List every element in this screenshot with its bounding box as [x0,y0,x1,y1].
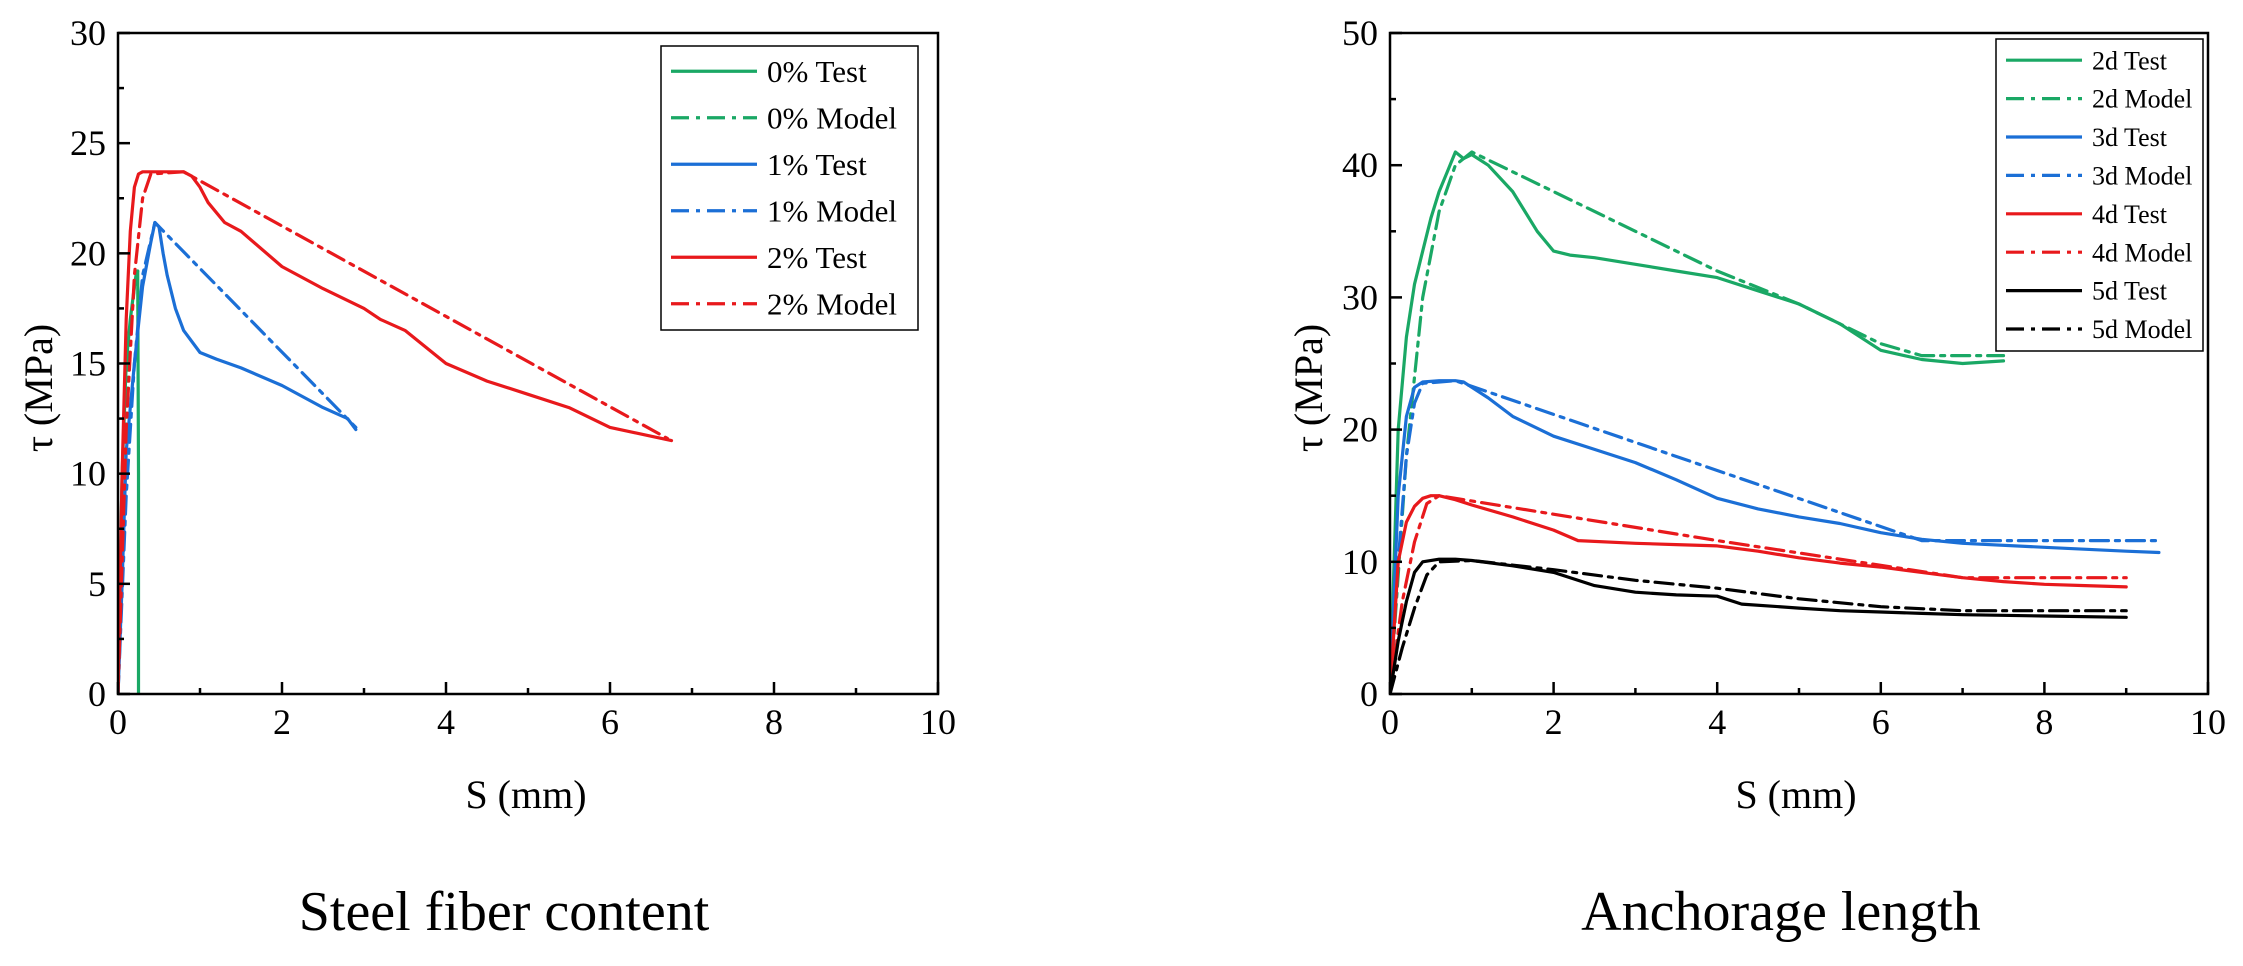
chart2-series-group [1390,150,2161,694]
chart1-y-tick-label: 15 [70,344,106,384]
chart2-y-tick-label: 50 [1342,13,1378,53]
chart2-x-axis-title: S (mm) [1735,772,1856,817]
chart2-x-tick-label: 8 [2035,702,2053,742]
chart1-legend-label: 2% Test [767,240,867,275]
chart1-series-1-model [118,220,358,694]
chart1-plot-clip-root [118,170,674,694]
chart1-legend-label: 1% Test [767,147,867,182]
chart2-plot-clip-root [1390,150,2161,694]
chart2-legend-label: 2d Model [2092,85,2192,114]
chart2-caption: Anchorage length [1581,881,1981,943]
chart1-series-group [118,170,674,694]
chart1-legend-label: 0% Model [767,101,897,136]
chart1-y-tick-label: 20 [70,233,106,273]
chart2-legend-label: 5d Model [2092,315,2192,344]
chart2-y-tick-label: 40 [1342,145,1378,185]
chart1-x-tick-label: 10 [920,702,956,742]
chart1-legend-label: 1% Model [767,194,897,229]
chart2-series-4d-model [1390,494,2128,694]
chart2-series-4d-test [1390,494,2128,694]
chart2-y-tick-label: 20 [1342,410,1378,450]
chart2-axes: 0 2 4 6 8 10 0 10 20 30 40 50 [1342,13,2226,742]
chart2-x-tick-label: 4 [1708,702,1726,742]
chart1-y-tick-label: 0 [88,674,106,714]
chart2-x-tick-label: 2 [1545,702,1563,742]
chart2-legend-label: 3d Model [2092,162,2192,191]
chart2-y-axis-title: τ (MPa) [1286,324,1331,452]
chart2-x-tick-label: 6 [1872,702,1890,742]
chart2-legend: 2d Test 2d Model 3d Test 3d Model 4d Test 4d … [1995,38,2204,352]
chart1-y-tick-label: 5 [88,564,106,604]
chart2-series-5d-test [1390,557,2128,694]
chart1-legend: 0% Test 0% Model 1% Test 1% Model 2% Test 2% … [660,45,919,331]
chart1-x-tick-label: 4 [437,702,455,742]
chart1-y-tick-label: 30 [70,13,106,53]
chart1-series-2-model [118,170,670,694]
chart1-legend-label: 2% Model [767,287,897,322]
chart2-x-tick-label: 10 [2190,702,2226,742]
chart1-y-tick-label: 25 [70,123,106,163]
chart2-legend-label: 2d Test [2092,46,2168,75]
chart2-y-tick-label: 0 [1360,674,1378,714]
chart2-legend-box [1995,38,2204,352]
chart2-legend-label: 5d Test [2092,277,2168,306]
chart1-series-1-test [118,220,358,694]
chart2-series-3d-test [1390,379,2161,694]
chart1-caption: Steel fiber content [299,881,710,943]
chart2-legend-label: 4d Test [2092,200,2168,229]
chart2-series-5d-model [1390,558,2128,694]
chart1-legend-label: 0% Test [767,54,867,89]
chart2-series-2d-model [1390,150,2006,694]
chart1-x-tick-label: 2 [273,702,291,742]
chart-anchorage-length: 0 2 4 6 8 10 0 10 20 30 40 50 S (mm) τ (MPa) 2d Tes… [1286,13,2226,943]
chart2-series-3d-model [1390,379,2161,694]
chart-steel-fiber: 0 2 4 6 8 10 0 5 10 15 20 25 30 S (mm) τ (MPa) 0% Te… [16,13,956,943]
chart1-y-axis-title: τ (MPa) [16,324,61,452]
chart2-y-tick-label: 30 [1342,277,1378,317]
chart2-legend-label: 4d Model [2092,238,2192,267]
chart1-x-tick-label: 8 [765,702,783,742]
chart1-legend-box [660,45,919,331]
chart1-series-2-test [118,170,674,694]
chart1-y-tick-label: 10 [70,454,106,494]
chart2-legend-label: 3d Test [2092,123,2168,152]
chart1-axes: 0 2 4 6 8 10 0 5 10 15 20 25 30 [70,13,956,742]
chart1-x-tick-label: 6 [601,702,619,742]
chart1-x-tick-label: 0 [109,702,127,742]
chart2-y-tick-label: 10 [1342,542,1378,582]
chart1-x-axis-title: S (mm) [465,772,586,817]
chart2-x-tick-label: 0 [1381,702,1399,742]
